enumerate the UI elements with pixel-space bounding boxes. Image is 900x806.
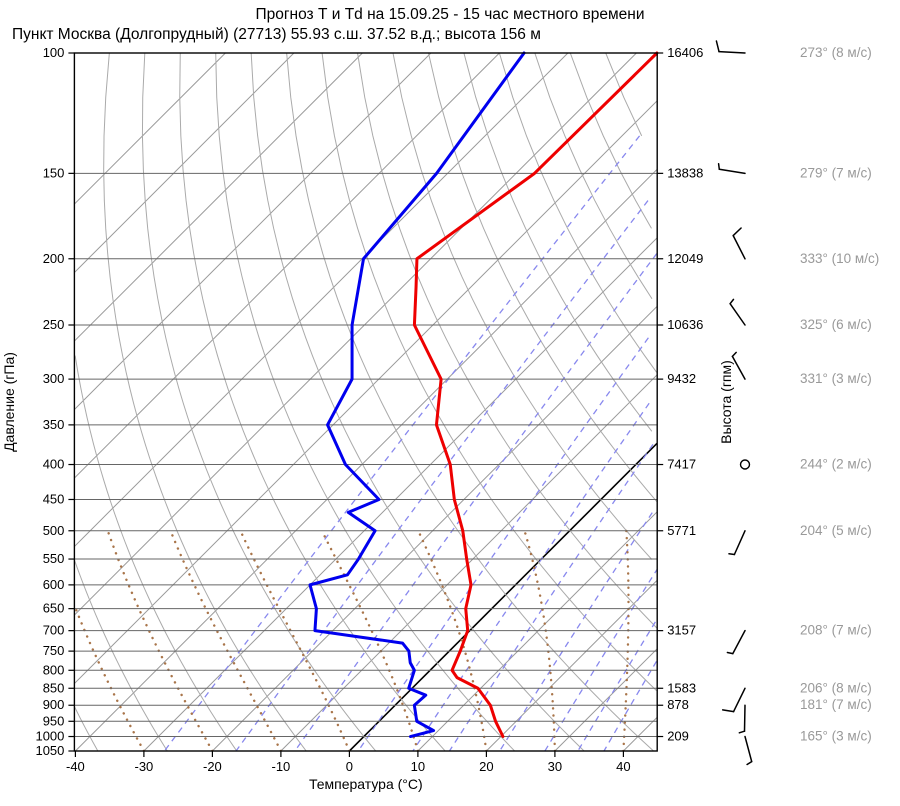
svg-text:100: 100 [43, 45, 65, 60]
svg-text:1050: 1050 [35, 743, 64, 758]
svg-text:10636: 10636 [667, 317, 703, 332]
svg-text:-30: -30 [135, 759, 154, 774]
svg-text:Давление (гПа): Давление (гПа) [1, 352, 17, 452]
svg-text:-10: -10 [272, 759, 291, 774]
svg-text:-40: -40 [66, 759, 85, 774]
svg-text:600: 600 [43, 577, 65, 592]
svg-text:10: 10 [411, 759, 425, 774]
svg-text:206° (8 м/с): 206° (8 м/с) [800, 680, 872, 695]
svg-text:250: 250 [43, 317, 65, 332]
svg-text:550: 550 [43, 551, 65, 566]
svg-text:Высота (гпм): Высота (гпм) [718, 360, 734, 444]
svg-text:400: 400 [43, 457, 65, 472]
svg-text:450: 450 [43, 492, 65, 507]
svg-text:181° (7 м/с): 181° (7 м/с) [800, 697, 872, 712]
svg-text:200: 200 [43, 251, 65, 266]
svg-text:208° (7 м/с): 208° (7 м/с) [800, 623, 872, 638]
svg-text:244° (2 м/с): 244° (2 м/с) [800, 457, 872, 472]
svg-text:20: 20 [479, 759, 493, 774]
svg-text:1000: 1000 [35, 729, 64, 744]
svg-text:325° (6 м/с): 325° (6 м/с) [800, 317, 872, 332]
svg-text:5771: 5771 [667, 523, 696, 538]
svg-text:279° (7 м/с): 279° (7 м/с) [800, 165, 872, 180]
svg-text:950: 950 [43, 713, 65, 728]
svg-text:700: 700 [43, 623, 65, 638]
svg-text:16406: 16406 [667, 45, 703, 60]
svg-text:800: 800 [43, 662, 65, 677]
svg-text:1583: 1583 [667, 680, 696, 695]
svg-text:0: 0 [346, 759, 353, 774]
svg-text:3157: 3157 [667, 623, 696, 638]
svg-text:500: 500 [43, 523, 65, 538]
svg-text:12049: 12049 [667, 251, 703, 266]
svg-text:13838: 13838 [667, 165, 703, 180]
svg-text:331° (3 м/с): 331° (3 м/с) [800, 371, 872, 386]
svg-text:750: 750 [43, 643, 65, 658]
svg-text:9432: 9432 [667, 371, 696, 386]
svg-text:-20: -20 [203, 759, 222, 774]
svg-text:209: 209 [667, 729, 689, 744]
svg-text:30: 30 [548, 759, 562, 774]
svg-text:300: 300 [43, 371, 65, 386]
svg-text:Температура (°C): Температура (°C) [309, 776, 423, 792]
svg-text:878: 878 [667, 697, 689, 712]
svg-text:273° (8 м/с): 273° (8 м/с) [800, 45, 872, 60]
svg-text:650: 650 [43, 601, 65, 616]
svg-text:7417: 7417 [667, 457, 696, 472]
svg-text:165° (3 м/с): 165° (3 м/с) [800, 729, 872, 744]
svg-text:150: 150 [43, 165, 65, 180]
svg-text:350: 350 [43, 417, 65, 432]
svg-text:850: 850 [43, 680, 65, 695]
svg-text:333° (10 м/с): 333° (10 м/с) [800, 251, 879, 266]
svg-text:40: 40 [616, 759, 630, 774]
svg-text:900: 900 [43, 697, 65, 712]
svg-text:204° (5 м/с): 204° (5 м/с) [800, 523, 872, 538]
